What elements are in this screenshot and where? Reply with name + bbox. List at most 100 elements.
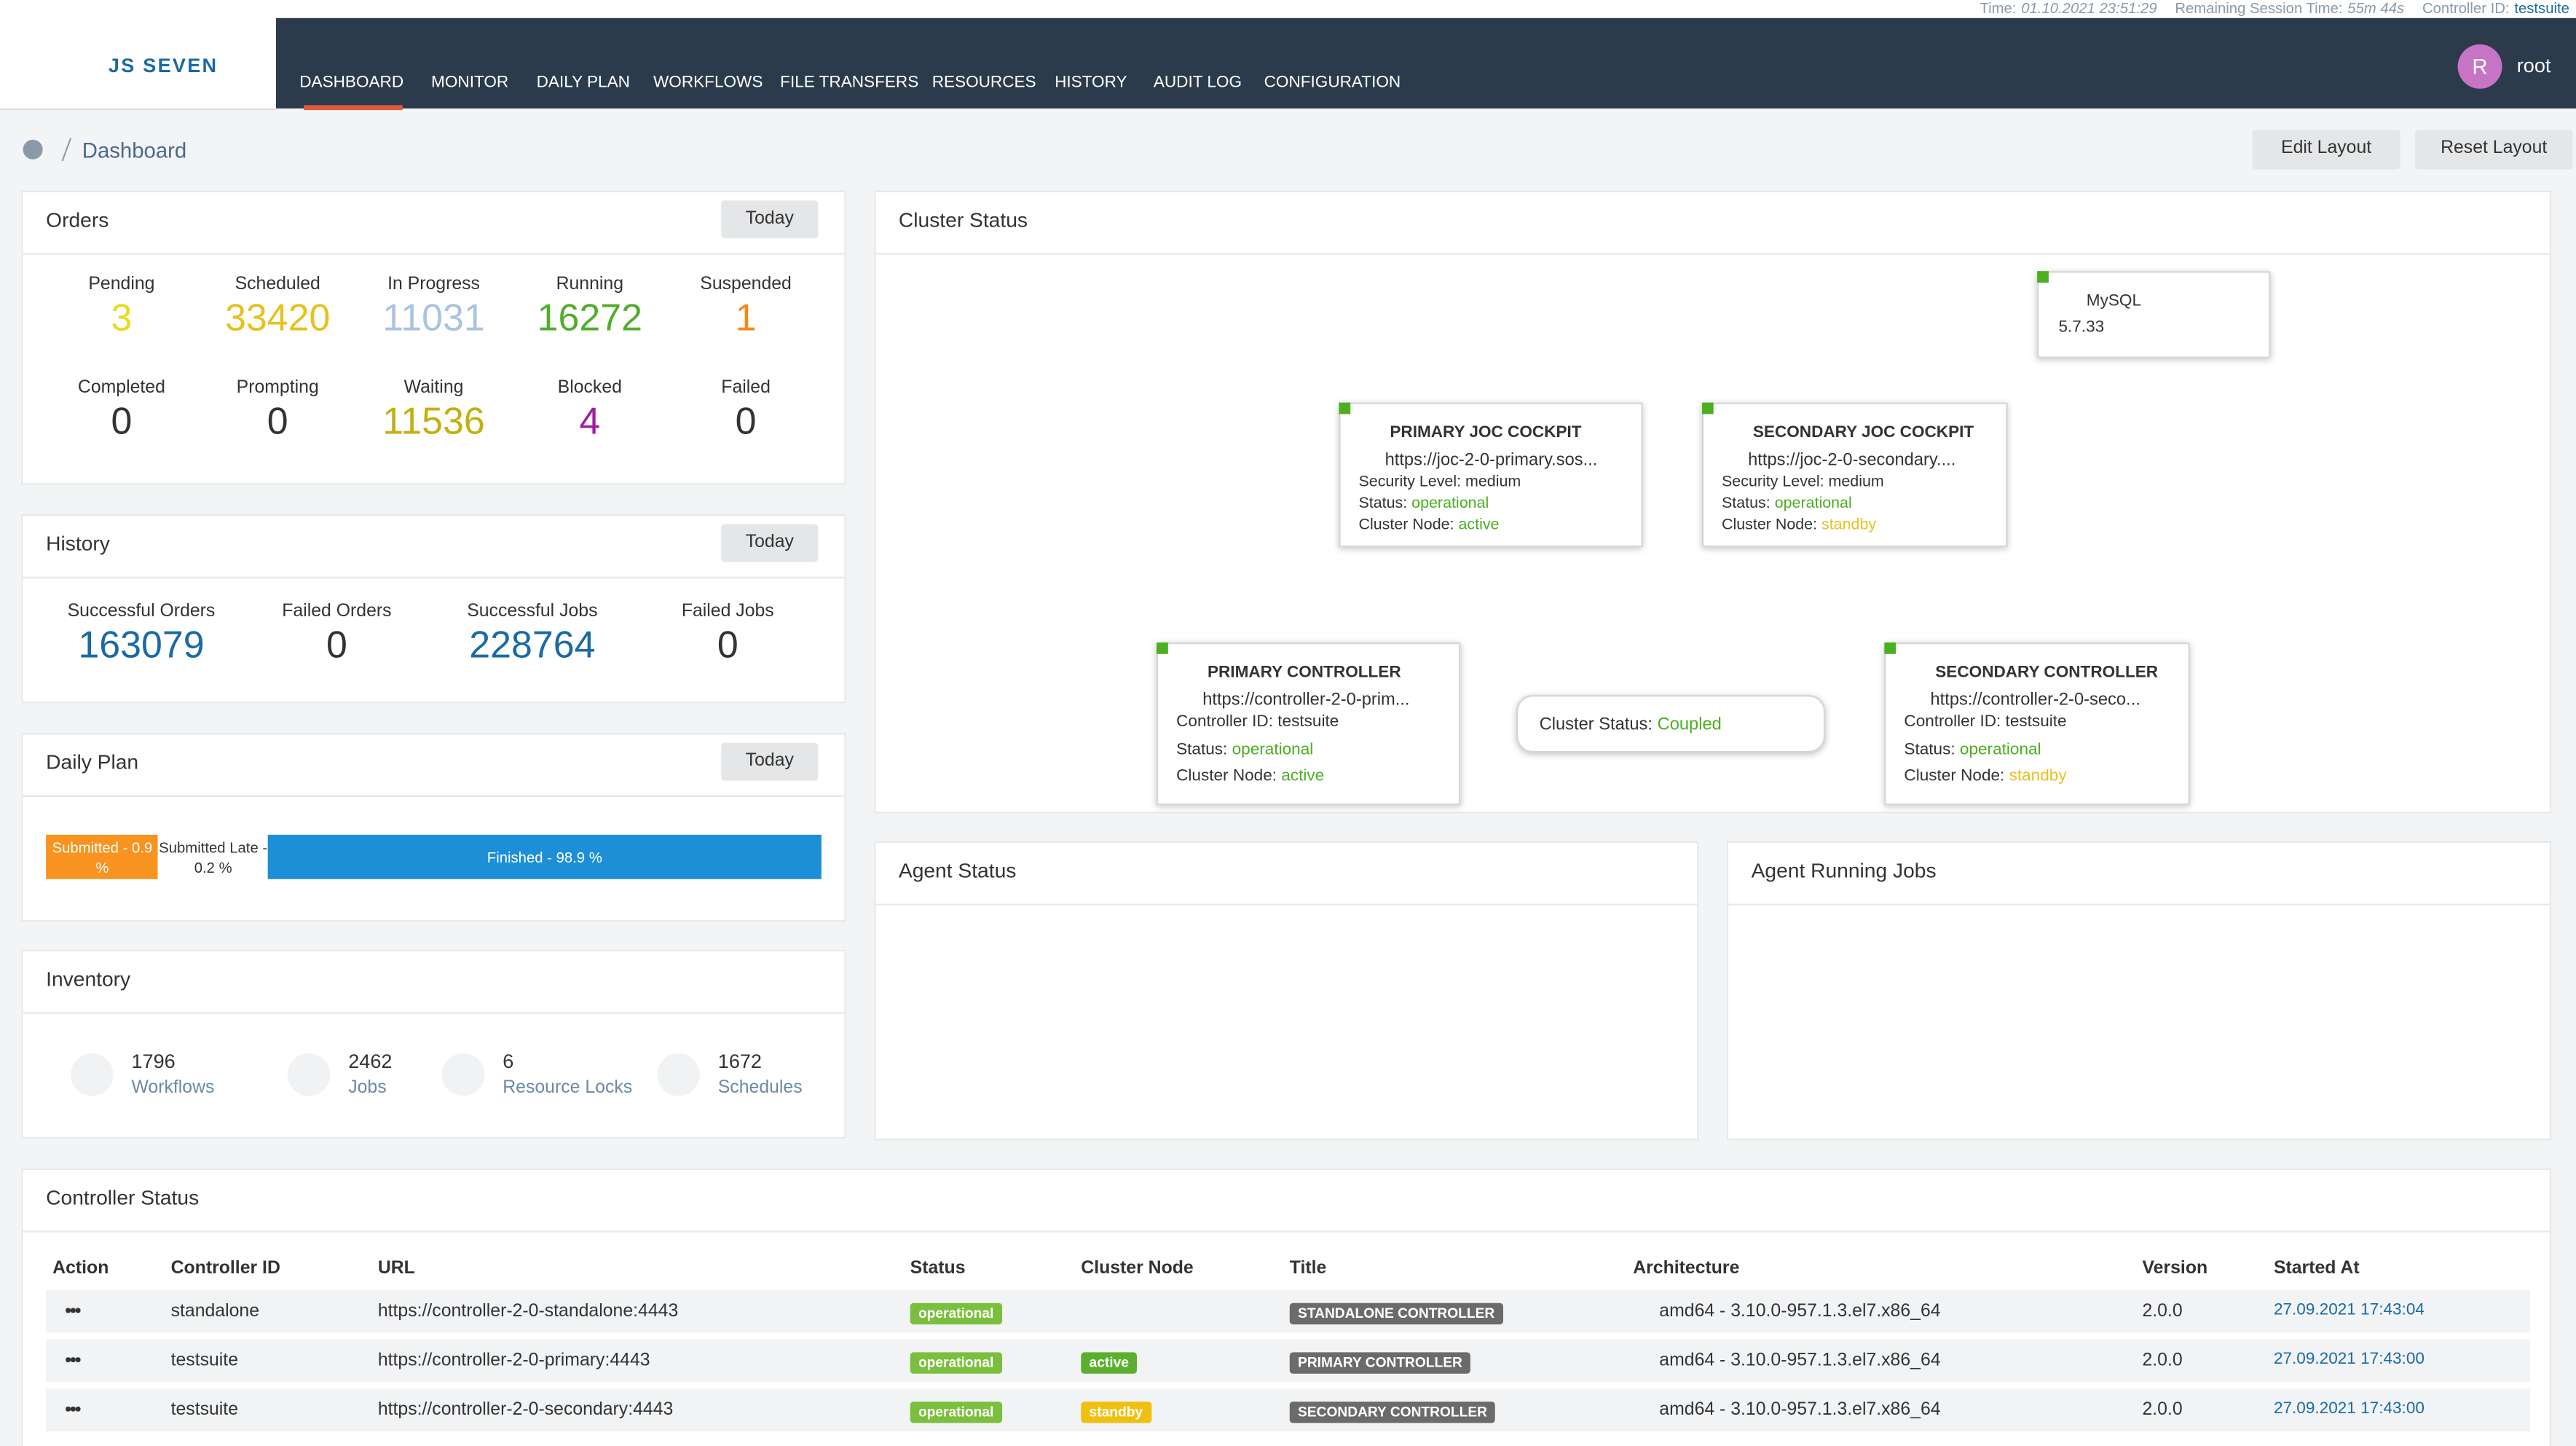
stat-value: 4 (579, 399, 601, 442)
column-header: Title (1289, 1258, 1327, 1278)
session-info: Time: 01.10.2021 23:51:29 Remaining Sessio… (1980, 0, 2569, 17)
inventory-count: 2462 (348, 1050, 393, 1073)
stat-value: 3 (111, 296, 133, 339)
column-header: Architecture (1633, 1258, 1740, 1278)
table-row (46, 1339, 2530, 1383)
db-version: 5.7.33 (2058, 318, 2105, 337)
plan-segment: Submitted - 0.9 % (46, 834, 159, 879)
stat-value: 33420 (225, 296, 331, 339)
action-dots[interactable] (70, 1308, 75, 1313)
stat-value: 0 (111, 399, 133, 442)
navbar (275, 17, 2576, 109)
edit-layout-button[interactable]: Edit Layout (2252, 130, 2400, 170)
stat-label: Scheduled (235, 274, 320, 294)
filter-button[interactable]: Today (721, 200, 819, 239)
nav-item[interactable]: RESOURCES (931, 74, 1036, 93)
stat-label: Failed Orders (282, 601, 392, 621)
table-row (46, 1289, 2530, 1333)
inventory-label[interactable]: Jobs (348, 1077, 387, 1098)
status-badge: standby (1081, 1402, 1151, 1423)
node-value: medium (1828, 473, 1884, 492)
node-indicator (2037, 271, 2049, 283)
stat-value: 1 (735, 296, 757, 339)
nav-active-underline (304, 105, 403, 111)
card-title: Inventory (46, 967, 131, 991)
node-row: Cluster Node: active (1176, 767, 1324, 785)
action-dots[interactable] (66, 1308, 70, 1313)
card-title: History (46, 532, 110, 556)
stat-label: Running (556, 274, 624, 294)
card-header (23, 951, 845, 1014)
plan-segment: Submitted Late - 0.2 % (158, 834, 268, 879)
action-dots[interactable] (66, 1357, 70, 1361)
node-url: https://controller-2-0-seco... (1930, 690, 2140, 710)
node-title: SECONDARY CONTROLLER (1935, 664, 2159, 683)
stat-label: Waiting (403, 377, 464, 398)
node-label: Cluster Node: (1722, 516, 1818, 535)
node-value: testsuite (1277, 712, 1339, 731)
cluster-node[interactable]: PRIMARY JOC COCKPIT https://joc-2-0-prima… (1339, 402, 1643, 548)
coupling-label: Cluster Status: (1539, 715, 1653, 735)
node-label: Status: (1358, 494, 1408, 513)
node-row: Status: operational (1722, 495, 1852, 513)
table-row (46, 1388, 2530, 1431)
card-title: Agent Status (898, 859, 1017, 883)
nav-item[interactable]: CONFIGURATION (1264, 74, 1401, 93)
cell: 2.0.0 (2142, 1301, 2183, 1321)
action-dots[interactable] (75, 1406, 80, 1411)
node-label: Status: (1176, 740, 1228, 758)
cluster-node[interactable]: SECONDARY JOC COCKPIT https://joc-2-0-sec… (1701, 402, 2008, 548)
column-header: Status (910, 1258, 966, 1278)
user-name[interactable]: root (2516, 54, 2551, 78)
nav-item[interactable]: HISTORY (1055, 74, 1127, 93)
filter-button[interactable]: Today (721, 524, 819, 562)
inventory-label[interactable]: Resource Locks (503, 1077, 633, 1098)
status-badge: active (1081, 1352, 1138, 1374)
coupling-status: Cluster Status: Coupled (1516, 695, 1826, 753)
cluster-node[interactable]: PRIMARY CONTROLLER https://controller-2-0… (1157, 642, 1461, 806)
nav-item[interactable]: MONITOR (431, 74, 509, 93)
stat-value: 0 (326, 622, 347, 666)
cluster-node[interactable]: SECONDARY CONTROLLER https://controller-2… (1884, 642, 2190, 806)
inventory-label[interactable]: Schedules (717, 1077, 803, 1098)
action-dots[interactable] (70, 1357, 75, 1361)
user-avatar[interactable]: R (2457, 44, 2502, 89)
action-dots[interactable] (75, 1308, 80, 1313)
agent-jobs-card: Agent Running Jobs (1726, 841, 2552, 1141)
node-value: operational (1232, 740, 1314, 758)
node-label: Cluster Node: (1904, 767, 2005, 786)
nav-item[interactable]: FILE TRANSFERS (780, 74, 919, 93)
nav-item[interactable]: DASHBOARD (299, 74, 404, 93)
node-label: Security Level: (1358, 473, 1462, 492)
status-badge: operational (910, 1402, 1002, 1423)
nav-item[interactable]: AUDIT LOG (1153, 74, 1242, 93)
cell: https://controller-2-0-primary:4443 (377, 1351, 650, 1371)
node-label: Cluster Node: (1176, 767, 1277, 786)
inventory-icon (70, 1053, 114, 1096)
node-label: Controller ID: (1904, 712, 2001, 731)
agent-status-card: Agent Status (874, 841, 1699, 1141)
title-badge: STANDALONE CONTROLLER (1289, 1302, 1503, 1325)
column-header: Version (2142, 1258, 2208, 1278)
action-dots[interactable] (75, 1357, 80, 1361)
history-card: History Today Successful Orders 163079 Faile… (21, 514, 846, 704)
card-title: Daily Plan (46, 750, 139, 774)
orders-card: Orders Today Pending 3 Scheduled 33420 In Prog… (21, 190, 846, 485)
node-label: Cluster Node: (1358, 516, 1454, 535)
coupling-value: Coupled (1657, 715, 1722, 735)
action-dots[interactable] (70, 1406, 75, 1411)
nav-item[interactable]: DAILY PLAN (536, 74, 630, 93)
stat-value: 163079 (78, 622, 205, 666)
cell: https://controller-2-0-standalone:4443 (377, 1301, 679, 1321)
node-url: https://joc-2-0-primary.sos... (1384, 450, 1598, 471)
reset-layout-button[interactable]: Reset Layout (2414, 130, 2573, 170)
node-value: operational (1774, 494, 1852, 513)
inventory-label[interactable]: Workflows (131, 1077, 215, 1098)
column-header: Controller ID (170, 1258, 280, 1278)
db-name: MySQL (2086, 292, 2142, 311)
action-dots[interactable] (66, 1406, 70, 1411)
filter-button[interactable]: Today (721, 742, 819, 781)
nav-item[interactable]: WORKFLOWS (653, 74, 763, 93)
status-badge: operational (910, 1352, 1002, 1374)
